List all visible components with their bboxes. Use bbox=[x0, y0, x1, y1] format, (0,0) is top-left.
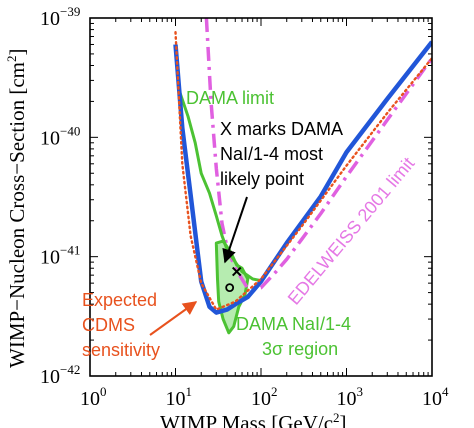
y-tick-label: 10−40 bbox=[40, 123, 80, 149]
y-tick-label: 10−41 bbox=[40, 243, 80, 269]
dama-region-label: DAMA NaI/1-4 3σ region bbox=[236, 314, 356, 359]
tick-labels: 100 101 102 103 104 10−42 10−41 10−40 10−39 bbox=[40, 4, 449, 410]
series-cdms bbox=[174, 31, 432, 311]
expected-cdms-arrow bbox=[149, 301, 198, 336]
x-tick-label: 104 bbox=[422, 384, 449, 410]
series-dama-limit bbox=[177, 89, 262, 283]
dama-limit-label: DAMA limit bbox=[186, 88, 274, 108]
y-tick-label: 10−42 bbox=[40, 362, 80, 388]
x-tick-label: 100 bbox=[80, 384, 107, 410]
x-marks-arrow bbox=[222, 196, 248, 264]
series-cdms-blue bbox=[173, 40, 432, 315]
y-tick-label: 10−39 bbox=[40, 4, 80, 30]
x-marks-dama-label: X marks DAMA NaI/1-4 most likely point bbox=[220, 119, 347, 189]
x-axis-title: WIMP Mass [GeV/c2] bbox=[160, 410, 347, 428]
y-axis-title: WIMP−Nucleon Cross−Section [cm2] bbox=[4, 49, 29, 368]
expected-cdms-label: Expected CDMS sensitivity bbox=[82, 290, 162, 360]
dama-best-fit-marker bbox=[232, 266, 242, 277]
x-tick-label: 102 bbox=[251, 384, 278, 410]
x-tick-label: 101 bbox=[166, 384, 193, 410]
dama-circle-marker bbox=[225, 283, 235, 293]
x-tick-label: 103 bbox=[337, 384, 364, 410]
series-edelweiss bbox=[204, 18, 432, 291]
plot-area bbox=[173, 18, 432, 335]
axes-frame bbox=[89, 17, 433, 377]
